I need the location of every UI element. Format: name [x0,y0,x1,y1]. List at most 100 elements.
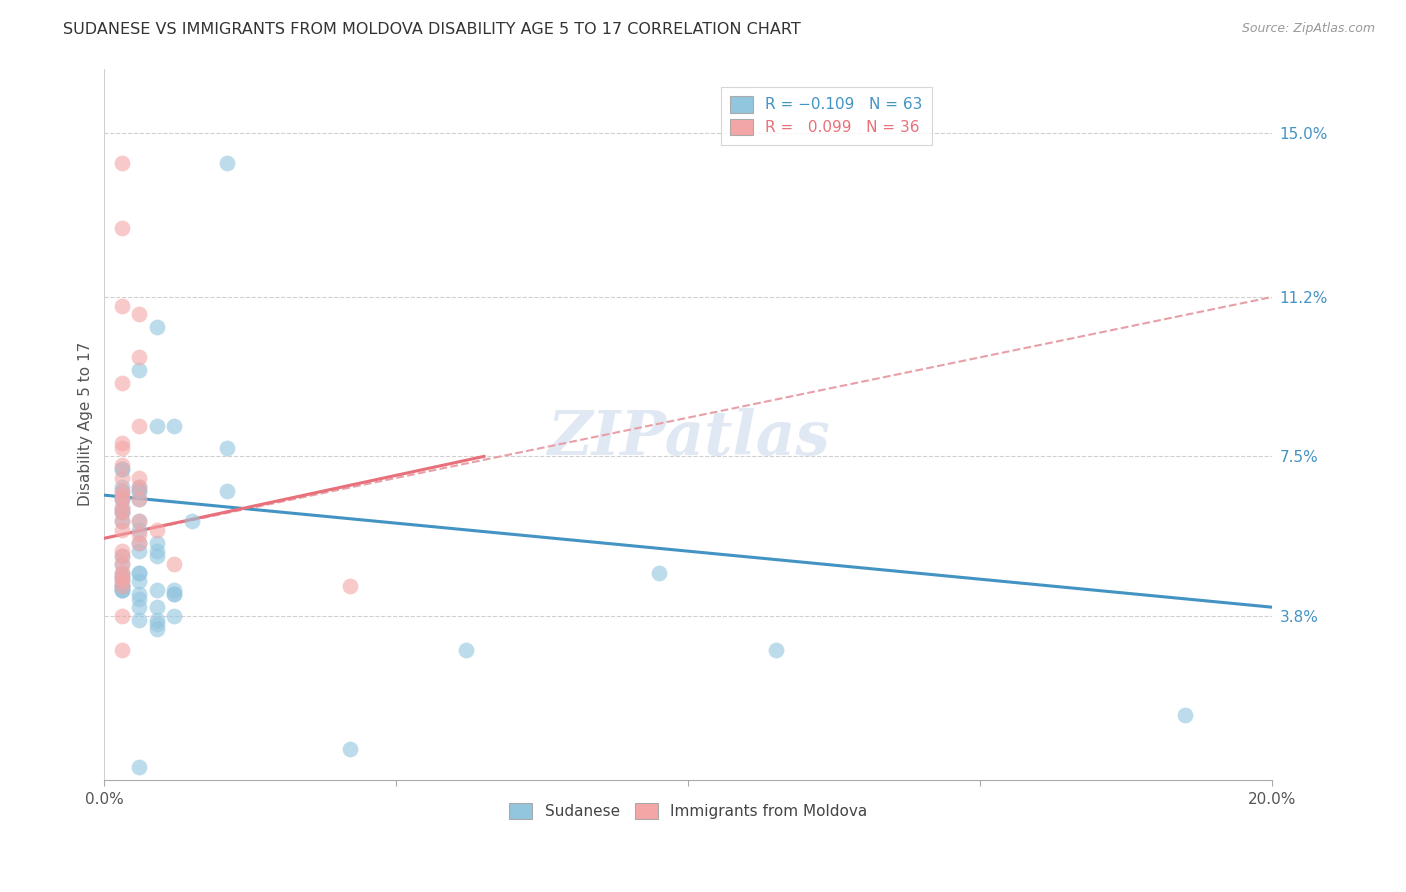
Point [128,535,150,549]
Point [111,488,134,502]
Point [163,419,186,434]
Point [128,566,150,580]
Point [111,492,134,507]
Point [215,441,238,455]
Point [146,544,169,558]
Point [111,608,134,623]
Point [146,523,169,537]
Point [111,501,134,516]
Point [128,514,150,528]
Point [111,483,134,498]
Point [146,600,169,615]
Point [111,156,134,170]
Point [163,557,186,571]
Point [111,505,134,519]
Point [128,479,150,493]
Point [163,608,186,623]
Point [456,643,478,657]
Point [128,760,150,774]
Point [111,221,134,235]
Point [128,483,150,498]
Point [111,505,134,519]
Point [111,514,134,528]
Point [128,535,150,549]
Point [111,436,134,450]
Point [111,579,134,593]
Y-axis label: Disability Age 5 to 17: Disability Age 5 to 17 [79,342,93,506]
Point [111,299,134,313]
Point [128,544,150,558]
Point [128,591,150,606]
Text: SUDANESE VS IMMIGRANTS FROM MOLDOVA DISABILITY AGE 5 TO 17 CORRELATION CHART: SUDANESE VS IMMIGRANTS FROM MOLDOVA DISA… [63,22,801,37]
Point [111,376,134,391]
Point [111,557,134,571]
Point [128,523,150,537]
Legend: Sudanese, Immigrants from Moldova: Sudanese, Immigrants from Moldova [503,797,873,825]
Point [128,492,150,507]
Point [111,471,134,485]
Point [111,570,134,584]
Point [111,492,134,507]
Point [146,613,169,627]
Point [163,582,186,597]
Point [111,549,134,563]
Point [128,363,150,377]
Point [111,458,134,472]
Point [111,579,134,593]
Point [146,419,169,434]
Point [111,523,134,537]
Point [128,574,150,589]
Point [111,549,134,563]
Point [146,320,169,334]
Point [146,617,169,632]
Point [128,613,150,627]
Point [111,462,134,476]
Point [111,462,134,476]
Point [128,307,150,321]
Point [111,483,134,498]
Text: ZIPatlas: ZIPatlas [547,409,830,468]
Point [765,643,787,657]
Point [111,643,134,657]
Point [339,579,361,593]
Point [128,514,150,528]
Point [128,566,150,580]
Point [128,479,150,493]
Point [111,579,134,593]
Point [111,505,134,519]
Point [111,479,134,493]
Point [111,557,134,571]
Point [128,600,150,615]
Point [163,587,186,601]
Point [111,514,134,528]
Point [339,742,361,756]
Point [128,527,150,541]
Point [146,622,169,636]
Point [111,582,134,597]
Point [648,566,671,580]
Point [181,514,204,528]
Point [215,156,238,170]
Point [128,483,150,498]
Point [163,587,186,601]
Point [1174,708,1197,723]
Point [111,579,134,593]
Point [146,535,169,549]
Point [111,582,134,597]
Point [111,566,134,580]
Point [146,582,169,597]
Point [128,351,150,365]
Point [111,574,134,589]
Point [128,419,150,434]
Point [111,566,134,580]
Point [128,587,150,601]
Point [111,570,134,584]
Point [146,549,169,563]
Point [111,501,134,516]
Point [111,492,134,507]
Point [111,544,134,558]
Point [128,471,150,485]
Point [111,441,134,455]
Point [128,492,150,507]
Point [111,570,134,584]
